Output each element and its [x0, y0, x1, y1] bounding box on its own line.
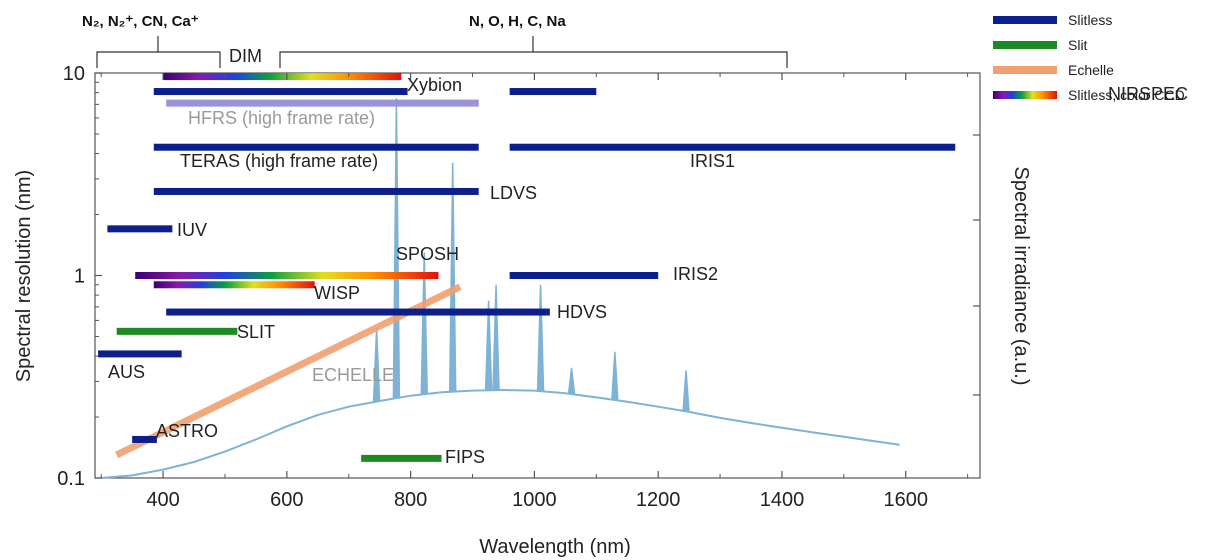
instrument-label: FIPS [445, 447, 485, 467]
instrument-bar [163, 73, 402, 81]
legend-swatch-echelle [993, 66, 1057, 74]
x-tick-label: 400 [146, 489, 179, 511]
instrument-label: IRIS2 [673, 264, 718, 284]
spectrum-peak [420, 252, 428, 395]
legend-label-echelle: Echelle [1068, 62, 1114, 78]
instrument-label: SPOSH [396, 244, 459, 264]
instrument-bar [509, 88, 597, 96]
instrument-label: Xybion [407, 75, 462, 95]
spectrum-peak [392, 98, 401, 399]
x-tick-label: 1000 [512, 489, 557, 511]
instrument-bar [107, 225, 173, 233]
x-tick-label: 1600 [883, 489, 928, 511]
legend-label-slitless: Slitless [1068, 12, 1112, 28]
instrument-bar [153, 187, 479, 195]
legend-swatch-slit [993, 41, 1057, 49]
instrument-bar [361, 454, 442, 462]
instrument-bar [166, 308, 550, 316]
instrument-bar [132, 435, 157, 443]
y-tick-label: 10 [63, 63, 85, 85]
y-axis-title: Spectral resolution (nm) [13, 170, 35, 382]
instrument-label: IUV [177, 220, 207, 240]
x-tick-label: 1400 [760, 489, 805, 511]
instrument-bar [509, 272, 659, 279]
species-label-left: N₂, N₂⁺, CN, Ca⁺ [82, 13, 199, 30]
instrument-bar [153, 88, 408, 96]
instrument-label: IRIS1 [690, 151, 735, 171]
instrument-bar [153, 143, 479, 151]
y2-axis-title: Spectral irradiance (a.u.) [1010, 167, 1032, 386]
x-axis-title: Wavelength (nm) [479, 536, 631, 558]
ticks-layer: 400 600 800 1000 1200 1400 1600 0.1 1 10 [57, 63, 980, 511]
x-tick-label: 600 [270, 489, 303, 511]
instrument-bar [116, 327, 238, 335]
instrument-label: HDVS [557, 302, 607, 322]
legend-swatch-color-ccd [993, 91, 1057, 99]
spectrum-peak [536, 284, 545, 392]
dim-label: DIM [229, 46, 262, 66]
instrument-bar [135, 272, 439, 279]
instrument-label: LDVS [490, 183, 537, 203]
instrument-label: ASTRO [156, 421, 218, 441]
spectrum-layer [101, 98, 900, 479]
instrument-label: SLIT [237, 322, 275, 342]
spectrum-peak [682, 370, 690, 412]
spectrum-peak [492, 284, 500, 391]
spectrum-line [101, 388, 900, 479]
bracket-left [96, 51, 221, 68]
legend-swatch-slitless [993, 16, 1057, 24]
x-tick-label: 800 [394, 489, 427, 511]
instrument-label: NIRSPEC [1108, 84, 1188, 104]
instrument-bar [98, 350, 182, 358]
legend: Slitless Slit Echelle Slitless, color CC… [993, 12, 1185, 103]
y-tick-label: 0.1 [57, 468, 85, 490]
instrument-label: AUS [108, 362, 145, 382]
legend-label-color-ccd: Slitless, color CCD [1068, 87, 1185, 103]
instrument-bar [166, 99, 479, 107]
bracket-right [279, 51, 788, 68]
spectrum-peak [448, 162, 457, 392]
y-tick-label: 1 [74, 266, 85, 288]
echelle-label: ECHELLE [312, 365, 394, 385]
instrument-label: WISP [314, 283, 360, 303]
instrument-bar [153, 281, 315, 289]
spectrum-peak [484, 300, 493, 391]
x-tick-label: 1200 [636, 489, 681, 511]
legend-label-slit: Slit [1068, 37, 1088, 53]
spectrum-peak [611, 351, 619, 401]
instrument-bar [509, 143, 956, 151]
instrument-label: HFRS (high frame rate) [188, 108, 375, 128]
spectrum-peak [567, 367, 576, 395]
bars-layer: ECHELLE Xybion NIRSPEC HFRS (high frame rat… [98, 73, 1188, 467]
instrument-label: TERAS (high frame rate) [180, 151, 378, 171]
species-label-right: N, O, H, C, Na [469, 13, 566, 30]
